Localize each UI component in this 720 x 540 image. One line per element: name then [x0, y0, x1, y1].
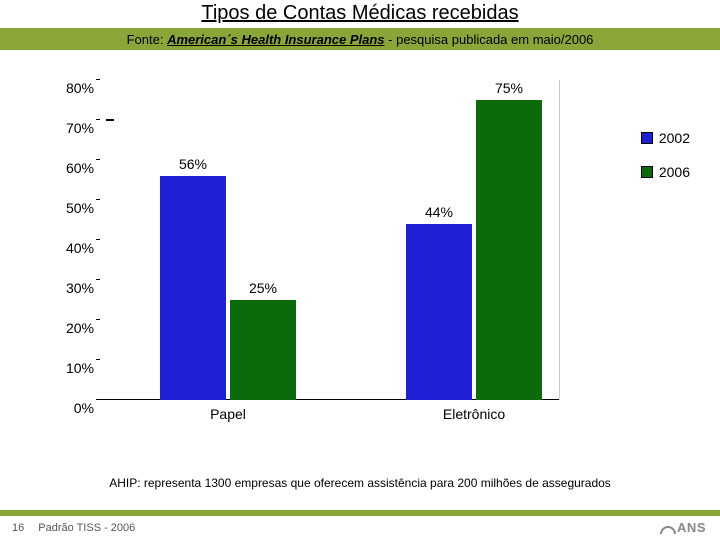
chart-area: 0% 10% 20% 30% 40% 50% 60% 70% 80% 56% 25% Papel 44%… — [0, 50, 720, 450]
footer-text: Padrão TISS - 2006 — [38, 522, 135, 534]
y-tick-label: 20% — [50, 320, 94, 336]
bar — [160, 176, 226, 400]
y-tick-label: 0% — [50, 400, 94, 416]
y-tick-mark — [96, 359, 100, 360]
y-tick-label: 60% — [50, 160, 94, 176]
legend-item: 2006 — [641, 164, 690, 180]
legend-swatch — [641, 166, 653, 178]
bar — [406, 224, 472, 400]
logo-icon — [659, 522, 677, 536]
logo: ANS — [659, 520, 706, 536]
page-number: 16 — [12, 522, 24, 534]
category-label: Eletrônico — [443, 406, 505, 422]
source-italic: American´s Health Insurance Plans — [167, 32, 384, 47]
logo-text: ANS — [677, 520, 706, 535]
legend: 2002 2006 — [641, 130, 690, 198]
y-tick-mark — [96, 119, 100, 120]
y-tick-label: 30% — [50, 280, 94, 296]
page-title: Tipos de Contas Médicas recebidas — [0, 0, 720, 25]
bar — [230, 300, 296, 400]
y-tick-label: 50% — [50, 200, 94, 216]
source-prefix: Fonte: — [127, 32, 167, 47]
y-tick-mark — [96, 79, 100, 80]
footnote: AHIP: representa 1300 empresas que ofere… — [0, 476, 720, 490]
legend-label: 2002 — [659, 130, 690, 146]
source-suffix: - pesquisa publicada em maio/2006 — [385, 32, 594, 47]
category-label: Papel — [210, 406, 246, 422]
y-tick-mark — [96, 399, 100, 400]
y-tick-mark — [96, 319, 100, 320]
bar-value-label: 44% — [409, 204, 469, 220]
y-tick-label: 40% — [50, 240, 94, 256]
bar-value-label: 25% — [233, 280, 293, 296]
y-tick-label: 80% — [50, 80, 94, 96]
y-tick-label: 10% — [50, 360, 94, 376]
bar-value-label: 56% — [163, 156, 223, 172]
source-band: Fonte: American´s Health Insurance Plans… — [0, 28, 720, 50]
plot: 0%10%20%30%40%50%60%70%80%56%25%Papel44%… — [100, 80, 560, 400]
legend-item: 2002 — [641, 130, 690, 146]
y-tick-mark — [96, 239, 100, 240]
y-tick-label: 70% — [50, 120, 94, 136]
y-tick-mark — [96, 199, 100, 200]
y-ref-dash — [106, 119, 114, 121]
footer-bar: 16 Padrão TISS - 2006 ANS — [0, 510, 720, 540]
bar — [476, 100, 542, 400]
y-tick-mark — [96, 279, 100, 280]
y-tick-mark — [96, 159, 100, 160]
legend-label: 2006 — [659, 164, 690, 180]
legend-swatch — [641, 132, 653, 144]
bar-value-label: 75% — [479, 80, 539, 96]
source-line: Fonte: American´s Health Insurance Plans… — [127, 32, 594, 47]
